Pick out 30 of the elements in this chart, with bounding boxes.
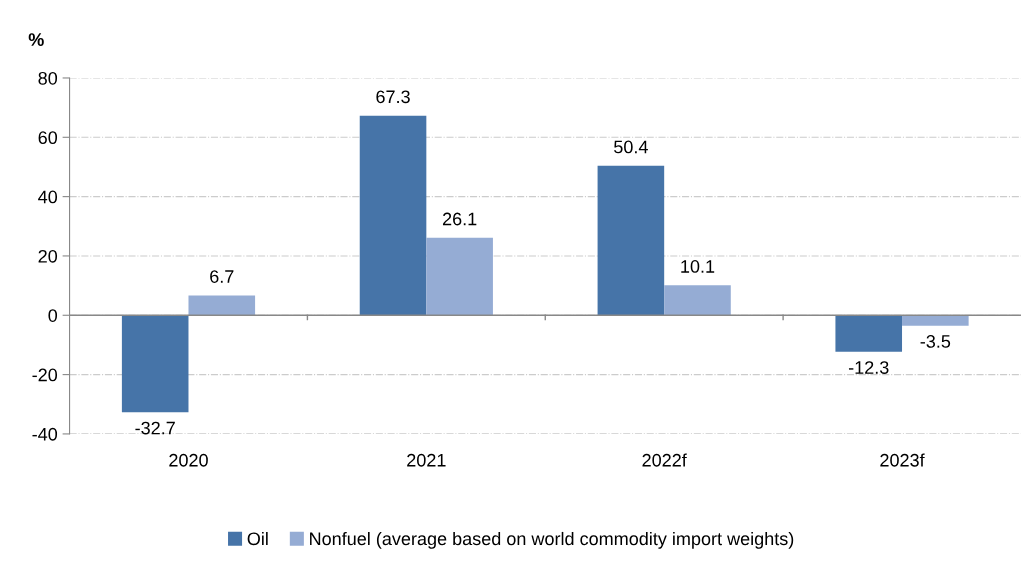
y-tick-label: 40 <box>38 190 58 204</box>
data-label: 26.1 <box>442 212 477 226</box>
data-label: 67.3 <box>376 90 410 104</box>
y-axis-title: % <box>28 33 44 46</box>
x-tick-label: 2021 <box>407 453 446 467</box>
bar <box>426 237 493 316</box>
bar <box>121 315 189 413</box>
data-label: 6.7 <box>210 270 234 283</box>
legend-label: Nonfuel (average based on world commodity import weights) <box>310 531 794 549</box>
x-tick-label: 2020 <box>169 453 208 467</box>
y-tick-label: 60 <box>38 131 58 145</box>
data-label: -32.7 <box>135 421 175 435</box>
bar <box>664 285 731 316</box>
y-tick-label: -20 <box>32 368 58 382</box>
bar <box>902 315 969 326</box>
bar <box>188 295 256 316</box>
y-tick-label: 0 <box>48 309 58 322</box>
y-tick-label: 80 <box>38 71 58 85</box>
legend-label: Oil <box>247 531 268 546</box>
y-tick-label: 20 <box>38 249 58 263</box>
x-tick-label: 2023f <box>880 453 925 467</box>
bar <box>835 315 903 352</box>
data-label: 50.4 <box>614 140 648 154</box>
data-label: -12.3 <box>848 361 889 374</box>
x-tick-label: 2022f <box>642 453 687 467</box>
data-label: 10.1 <box>681 260 715 273</box>
bar <box>359 115 427 316</box>
data-label: -3.5 <box>920 335 951 348</box>
bar <box>597 165 665 316</box>
y-tick-label: -40 <box>32 427 58 441</box>
